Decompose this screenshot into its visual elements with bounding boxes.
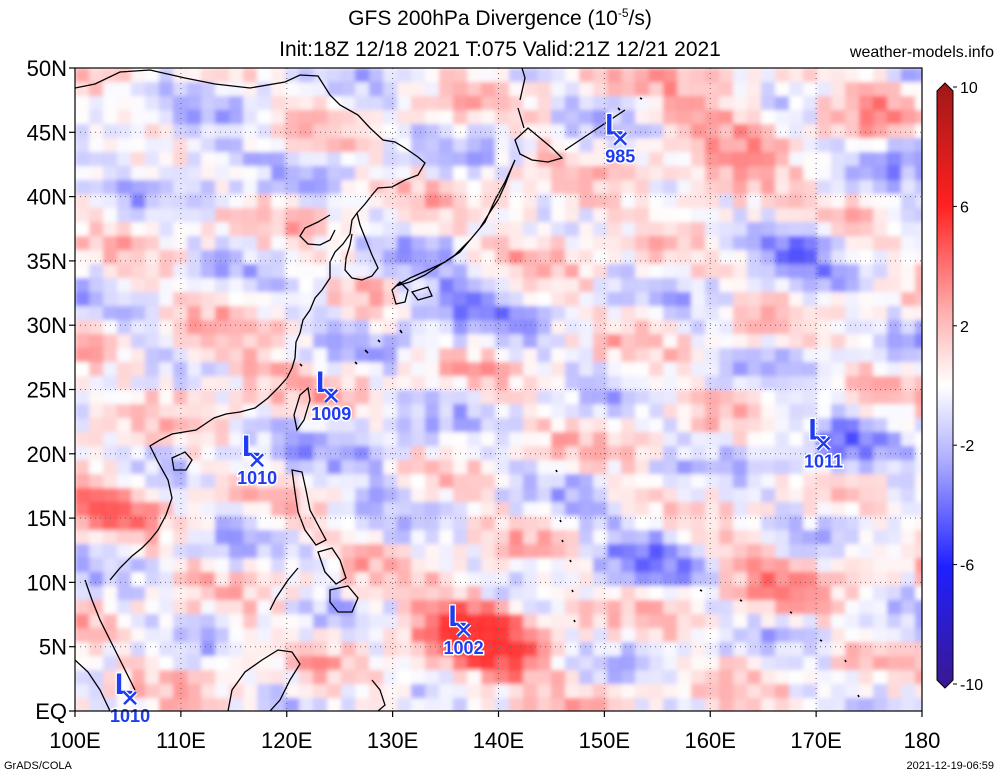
low-pressure-label: 1010 [237,468,277,488]
coastline-shikoku [410,286,433,301]
coastlines [75,68,860,711]
coastline-hokkaido [514,127,564,163]
coastline-small-islands [299,97,860,698]
lon-tick-label: 170E [790,728,841,753]
coastline-visayas [317,547,347,585]
coastline-borneo [227,649,301,711]
colorbar-label: -2 [960,438,974,455]
divergence-field [75,68,922,711]
lat-tick-label: 5N [39,635,67,660]
lat-tick-label: EQ [35,699,67,724]
lat-tick-label: 10N [27,570,67,595]
coastline-hainan [171,451,193,471]
low-marker: L 1010 [236,429,279,490]
low-cross [123,691,137,706]
low-pressure-markers: L 985 L 1009 L 1010 L 1011 L 1002 L 1010 [109,107,845,727]
coastline-honshu [395,159,516,287]
lon-tick-label: 140E [473,728,524,753]
low-pressure-label: 985 [605,147,635,167]
map-axes: 100E 110E 120E 130E 140E 150E 160E 170E 180 EQ 5N 1… [27,56,941,753]
credit-label: GrADS/COLA [4,760,72,772]
low-pressure-label: 1002 [444,638,484,658]
coastline-palawan [269,567,299,611]
lat-tick-label: 35N [27,249,67,274]
map-gridlines [75,68,922,711]
coastline-kurils [564,109,626,151]
low-marker: L 1002 [442,599,485,660]
lat-tick-label: 40N [27,185,67,210]
coastline-new-guinea [371,679,386,711]
coastline-sakhalin [517,68,526,129]
colorbar-label: -6 [960,558,974,575]
lon-tick-label: 120E [261,728,312,753]
chart-title: GFS 200hPa Divergence (10-5/s) [0,6,1000,31]
lat-tick-label: 15N [27,506,67,531]
colorbar-scale [936,82,954,689]
low-pressure-label: 1011 [804,452,843,472]
coastline-kyushu [391,281,409,305]
coastline-malay-peninsula [84,579,136,691]
coastline-mindanao [329,585,359,613]
coastline-asia-mainland [75,69,426,581]
coastline-sumatra [75,659,111,711]
low-marker: L 1009 [310,365,353,426]
lon-tick-label: 150E [579,728,630,753]
lon-tick-label: 110E [156,728,206,753]
colorbar-label: 2 [960,319,969,336]
low-cross [324,389,339,403]
colorbar-label: -10 [960,677,983,694]
lat-tick-label: 30N [27,313,67,338]
lon-tick-label: 180 [904,728,941,753]
chart-subtitle: Init:18Z 12/18 2021 T:075 Valid:21Z 12/2… [279,38,721,61]
timestamp-label: 2021-12-19-06:59 [906,760,994,772]
lat-tick-label: 45N [27,120,67,145]
colorbar-label: 10 [960,80,978,97]
low-letter: L [808,414,826,447]
lon-tick-label: 100E [49,728,100,753]
low-cross [613,131,628,146]
low-marker: L 1011 [803,412,845,473]
low-cross [250,453,264,468]
low-pressure-label: 1009 [311,404,351,424]
title-suffix: /s) [628,7,652,30]
low-marker: L 985 [604,107,637,168]
colorbar: 10 6 2 -2 -6 -10 [936,80,983,694]
title-exponent: -5 [617,6,629,20]
lon-tick-label: 160E [685,728,736,753]
low-letter: L [115,668,133,701]
colorbar-labels: 10 6 2 -2 -6 -10 [953,80,983,694]
lon-tick-label: 130E [367,728,418,753]
low-letter: L [316,366,334,399]
low-pressure-label: 1010 [110,706,150,726]
lat-tick-label: 25N [27,378,67,403]
coastline-taiwan [293,386,311,432]
colorbar-label: 6 [960,199,969,216]
title-prefix: GFS 200hPa Divergence (10 [348,7,618,30]
coastline-luzon [291,469,327,546]
low-cross [456,623,471,637]
low-letter: L [605,109,623,142]
site-label: weather-models.info [849,44,994,61]
field-cells [75,68,922,711]
low-cross [816,436,831,451]
low-letter: L [448,600,466,633]
coastline-korea [344,212,379,281]
coastline-bohai [299,214,336,246]
lat-tick-label: 50N [27,56,67,81]
low-letter: L [242,430,260,463]
lat-tick-label: 20N [27,442,67,467]
